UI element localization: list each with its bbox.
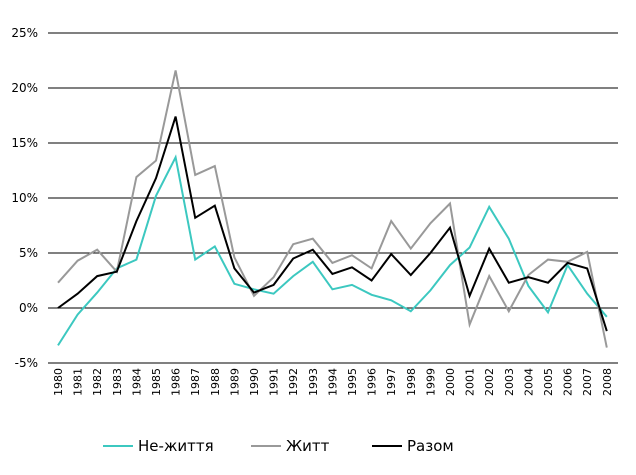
x-tick-label: 1986 [170, 368, 183, 396]
x-tick-label: 2007 [581, 368, 594, 396]
series-line [57, 70, 608, 348]
x-tick-label: 1994 [326, 368, 339, 396]
x-tick-label: 1984 [130, 368, 143, 396]
y-tick-label: 25% [11, 26, 38, 40]
x-tick-label: 1996 [366, 368, 379, 396]
y-tick-label: 20% [11, 81, 38, 95]
series-line [57, 116, 608, 332]
series-1 [57, 154, 608, 346]
x-axis-ticks: 1980 1981 1982 1983 1984 1985 1986 1987 1988 1989… [52, 368, 614, 396]
x-tick-label: 1987 [189, 368, 202, 396]
x-tick-label: 1993 [307, 368, 320, 396]
legend-item: Житт [251, 437, 330, 455]
x-tick-label: 1985 [150, 368, 163, 396]
y-tick-label: 10% [11, 191, 38, 205]
x-tick-label: 1990 [248, 368, 261, 396]
y-tick-label: 0% [19, 301, 38, 315]
x-tick-label: 1988 [209, 368, 222, 396]
x-tick-label: 2001 [464, 368, 477, 396]
y-tick-label: 15% [11, 136, 38, 150]
series-3 [57, 116, 608, 332]
legend-item: Не-життя [103, 437, 214, 455]
x-tick-label: 1991 [268, 368, 281, 396]
x-tick-label: 1992 [287, 368, 300, 396]
x-tick-label: 1981 [72, 368, 85, 396]
x-tick-label: 1989 [228, 368, 241, 396]
x-tick-label: 1999 [424, 368, 437, 396]
x-tick-label: 1998 [405, 368, 418, 396]
x-tick-label: 2000 [444, 368, 457, 396]
x-tick-label: 2008 [601, 368, 614, 396]
gridlines [48, 32, 618, 364]
x-tick-label: 1982 [91, 368, 104, 396]
y-tick-label: 5% [19, 246, 38, 260]
x-tick-label: 2004 [522, 368, 535, 396]
y-axis-ticks: -5% 0% 5% 10% 15% 20% 25% [11, 26, 38, 370]
x-tick-label: 2006 [562, 368, 575, 396]
legend-item: Разом [372, 437, 454, 455]
legend-label: Разом [407, 437, 454, 455]
x-tick-label: 1980 [52, 368, 65, 396]
x-tick-label: 1997 [385, 368, 398, 396]
legend-label: Не-життя [138, 437, 214, 455]
legend: Не-життя Житт Разом [103, 437, 454, 455]
x-tick-label: 1983 [111, 368, 124, 396]
x-tick-label: 2005 [542, 368, 555, 396]
y-tick-label: -5% [15, 356, 38, 370]
x-tick-label: 1995 [346, 368, 359, 396]
series-2 [57, 70, 608, 348]
legend-label: Житт [286, 437, 330, 455]
x-tick-label: 2003 [503, 368, 516, 396]
x-tick-label: 2002 [483, 368, 496, 396]
series-lines [57, 70, 608, 348]
series-line [57, 154, 608, 346]
